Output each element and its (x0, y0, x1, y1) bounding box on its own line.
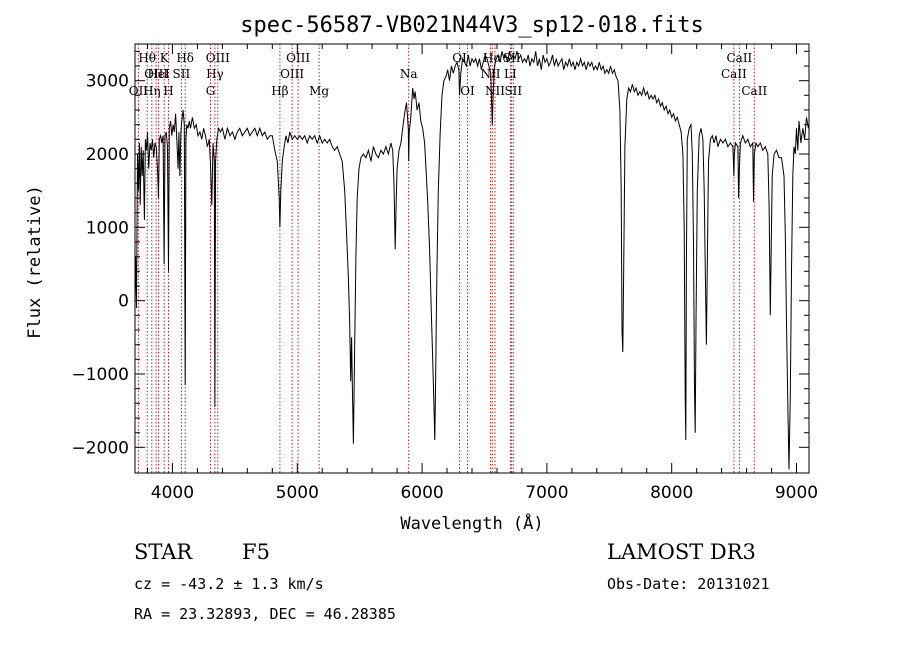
y-tick-label: 0 (118, 292, 129, 312)
emission-line-label: SII (504, 84, 522, 98)
x-tick-label: 6000 (400, 483, 443, 503)
emission-line-label: Hδ (176, 51, 194, 65)
emission-line-label: Hθ (138, 51, 156, 65)
emission-line-markers (137, 44, 755, 473)
spectral-subclass: F5 (242, 540, 270, 564)
emission-line-label: Hβ (271, 84, 288, 98)
emission-line-label: CaII (721, 67, 747, 81)
emission-line-label: OII (129, 84, 149, 98)
emission-line-label: G (206, 84, 216, 98)
y-axis-label: Flux (relative) (25, 185, 45, 339)
emission-line-label: OIII (286, 51, 310, 65)
spectrum-flux-line (134, 51, 809, 470)
emission-line-label: K (160, 51, 170, 65)
emission-line-label: H (163, 84, 173, 98)
emission-line-label: CaII (741, 84, 767, 98)
redshift-velocity: cz = -43.2 ± 1.3 km/s (134, 575, 324, 593)
emission-line-label: Mg (309, 84, 329, 98)
x-tick-label: 9000 (775, 483, 818, 503)
y-tick-label: 1000 (86, 218, 129, 238)
emission-line-label: Hγ (206, 67, 224, 81)
x-tick-label: 8000 (650, 483, 693, 503)
plot-frame (134, 43, 810, 474)
emission-line-label: OI (452, 51, 467, 65)
emission-line-labels: OII Hθ OIII Hη K HeI H Hδ SII OIII Hγ G OIII OIII Hβ Mg… (129, 51, 768, 98)
chart-title: spec-56587-VB021N44V3_sp12-018.fits (240, 13, 704, 38)
emission-line-label: OIII (280, 67, 304, 81)
emission-line-label: LI (504, 67, 517, 81)
observation-date: Obs-Date: 20131021 (607, 575, 770, 593)
x-axis: 4000 5000 6000 7000 8000 9000 (147, 44, 818, 503)
y-axis: −2000 −1000 0 1000 2000 3000 (71, 50, 809, 458)
emission-line-label: Na (400, 67, 418, 81)
emission-line-label: NII (485, 84, 505, 98)
x-tick-label: 7000 (525, 483, 568, 503)
y-tick-label: 3000 (86, 72, 129, 92)
x-tick-label: 5000 (276, 483, 319, 503)
object-class: STAR (134, 540, 193, 564)
emission-line-label: CaII (726, 51, 752, 65)
emission-line-label: Hη (143, 84, 161, 98)
coordinates: RA = 23.32893, DEC = 46.28385 (134, 605, 396, 623)
emission-line-label: OI (460, 84, 475, 98)
survey-name: LAMOST DR3 (607, 540, 756, 564)
y-tick-label: 2000 (86, 145, 129, 165)
x-axis-label: Wavelength (Å) (400, 512, 543, 534)
emission-line-label: OIII (206, 51, 230, 65)
x-tick-label: 4000 (151, 483, 194, 503)
emission-line-label: SII (173, 67, 191, 81)
emission-line-label: OIII (144, 67, 168, 81)
emission-line-label: HeI (147, 67, 170, 81)
y-tick-label: −1000 (71, 365, 129, 385)
y-tick-label: −2000 (71, 438, 129, 458)
